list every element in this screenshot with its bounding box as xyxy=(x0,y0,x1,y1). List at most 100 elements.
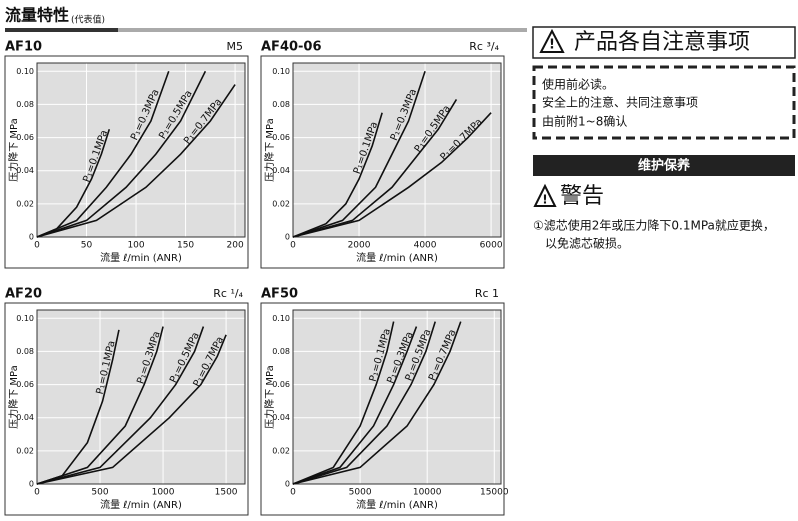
chart-frame xyxy=(4,302,249,516)
notice-line: 由前附1~8确认 xyxy=(542,114,627,129)
y-tick-label: 0.10 xyxy=(272,67,290,76)
y-axis-label: 压力降下 MPa xyxy=(7,118,20,182)
title-rule xyxy=(118,28,527,32)
warning-note: 以免滤芯破损。 xyxy=(545,236,629,251)
series-line xyxy=(292,321,437,485)
series-line xyxy=(292,99,458,238)
x-tick-label: 15000 xyxy=(480,488,509,498)
x-tick-label: 200 xyxy=(227,241,244,251)
x-axis-label: 流量 ℓ/min (ANR) xyxy=(356,498,438,511)
x-tick-label: 10000 xyxy=(413,488,442,498)
chart-title: AF20 xyxy=(5,287,42,302)
chart-subtitle: M5 xyxy=(227,40,244,53)
plot-area xyxy=(292,62,502,238)
plot-area xyxy=(36,62,246,238)
y-tick-label: 0.06 xyxy=(16,133,34,142)
notice-line: 安全上的注意、共同注意事项 xyxy=(542,95,698,110)
y-tick-label: 0 xyxy=(29,233,34,242)
series-line xyxy=(36,70,207,238)
warning-icon xyxy=(533,183,557,207)
y-tick-label: 0.08 xyxy=(16,100,34,109)
series-line xyxy=(36,84,236,238)
maintenance-title: 维护保养 xyxy=(638,158,691,174)
y-tick-label: 0.02 xyxy=(272,446,290,455)
page-title: 流量特性 xyxy=(5,6,69,25)
y-tick-label: 0.02 xyxy=(16,199,34,208)
plot-border xyxy=(292,62,502,238)
x-tick-label: 100 xyxy=(127,241,144,251)
chart-subtitle: Rc ³/₄ xyxy=(469,40,499,53)
y-tick-label: 0.06 xyxy=(272,133,290,142)
plot-border xyxy=(36,309,246,485)
chart-frame xyxy=(260,55,505,269)
y-tick-label: 0.08 xyxy=(16,347,34,356)
y-tick-label: 0.06 xyxy=(272,380,290,389)
notice-line: 使用前必读。 xyxy=(542,77,614,92)
x-axis-label: 流量 ℓ/min (ANR) xyxy=(100,251,182,264)
series-line xyxy=(36,71,170,238)
page-subtitle: (代表值) xyxy=(71,14,105,26)
series-line xyxy=(292,321,395,485)
x-tick-label: 5000 xyxy=(349,488,372,498)
y-tick-label: 0.08 xyxy=(272,347,290,356)
chart-title: AF10 xyxy=(5,40,42,55)
y-axis-label: 压力降下 MPa xyxy=(7,365,20,429)
y-tick-label: 0.08 xyxy=(272,100,290,109)
y-tick-label: 0 xyxy=(29,480,34,489)
y-axis-label: 压力降下 MPa xyxy=(263,365,276,429)
y-axis-label: 压力降下 MPa xyxy=(263,118,276,182)
x-tick-label: 6000 xyxy=(480,241,503,251)
x-tick-label: 0 xyxy=(290,488,296,498)
x-axis-label: 流量 ℓ/min (ANR) xyxy=(100,498,182,511)
series-line xyxy=(292,321,462,485)
chart-subtitle: Rc ¹/₄ xyxy=(213,287,243,300)
chart-frame xyxy=(4,55,249,269)
plot-border xyxy=(36,62,246,238)
plot-border xyxy=(292,309,502,485)
maintenance-bar xyxy=(533,155,795,176)
y-tick-label: 0.10 xyxy=(272,314,290,323)
x-axis-label: 流量 ℓ/min (ANR) xyxy=(356,251,438,264)
notice-box xyxy=(532,65,796,140)
series-line xyxy=(292,112,492,238)
notice-title: 产品各自注意事项 xyxy=(574,30,750,55)
x-tick-label: 1500 xyxy=(215,488,238,498)
y-tick-label: 0.06 xyxy=(16,380,34,389)
y-tick-label: 0.04 xyxy=(272,166,290,175)
chart-frame xyxy=(260,302,505,516)
series-line xyxy=(36,334,227,485)
y-tick-label: 0.04 xyxy=(16,166,34,175)
chart-subtitle: Rc 1 xyxy=(475,287,499,300)
y-tick-label: 0 xyxy=(285,233,290,242)
series-line xyxy=(292,71,426,238)
series-line xyxy=(36,326,164,485)
x-tick-label: 1000 xyxy=(152,488,175,498)
chart-title: AF50 xyxy=(261,287,298,302)
title-rule xyxy=(5,28,118,32)
y-tick-label: 0 xyxy=(285,480,290,489)
y-tick-label: 0.04 xyxy=(16,413,34,422)
series-line xyxy=(292,112,383,238)
notice-header xyxy=(532,26,796,59)
warning-icon-mark: ! xyxy=(542,193,547,207)
x-tick-label: 500 xyxy=(91,488,108,498)
y-tick-label: 0.02 xyxy=(272,199,290,208)
y-tick-label: 0.10 xyxy=(16,67,34,76)
warning-note: ①滤芯使用2年或压力降下0.1MPa就应更换， xyxy=(533,218,775,233)
x-tick-label: 4000 xyxy=(414,241,437,251)
warning-title: 警告 xyxy=(560,184,604,209)
chart-title: AF40-06 xyxy=(261,40,322,55)
x-tick-label: 0 xyxy=(34,488,40,498)
y-tick-label: 0.04 xyxy=(272,413,290,422)
x-tick-label: 0 xyxy=(290,241,296,251)
warning-icon-mark: ! xyxy=(549,38,555,53)
y-tick-label: 0.02 xyxy=(16,446,34,455)
plot-area xyxy=(292,309,502,485)
series-line xyxy=(36,326,205,485)
x-tick-label: 0 xyxy=(34,241,40,251)
x-tick-label: 50 xyxy=(81,241,93,251)
x-tick-label: 150 xyxy=(177,241,194,251)
x-tick-label: 2000 xyxy=(348,241,371,251)
warning-icon xyxy=(539,28,565,53)
